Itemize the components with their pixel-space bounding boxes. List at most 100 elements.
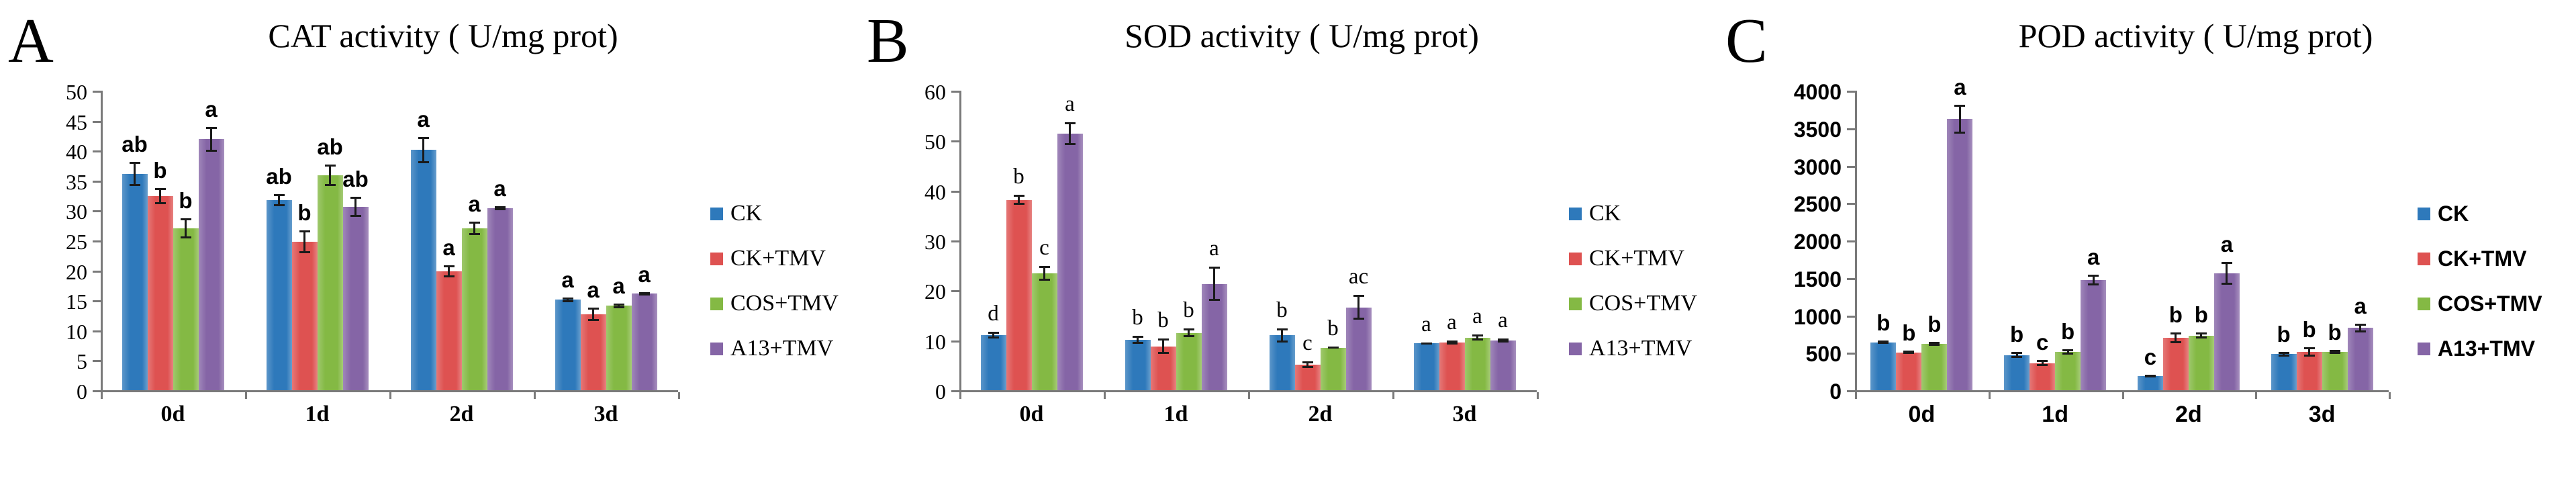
bar-highlight <box>198 139 224 390</box>
error-bar-cap-bottom <box>1353 318 1364 320</box>
error-bar-line <box>992 332 994 339</box>
y-axis-tick <box>1847 203 1855 206</box>
bar-highlight <box>2081 280 2107 390</box>
x-axis-category-label: 2d <box>1308 402 1333 426</box>
y-axis-tick <box>951 190 959 193</box>
error-bar-cap-bottom <box>1446 342 1458 345</box>
y-axis-tick-label: 60 <box>924 80 946 104</box>
x-axis-category-label: 1d <box>305 402 330 426</box>
error-bar-cap-top <box>1064 122 1076 124</box>
panel-sod-activity: B SOD activity ( U/mg prot) 0 10 20 30 40 50 6… <box>859 0 1717 499</box>
error-bar-cap-bottom <box>2011 356 2023 359</box>
y-axis-tick-label: 35 <box>66 169 87 194</box>
significance-letter: ab <box>122 132 148 157</box>
error-bar-cap-bottom <box>1472 338 1483 341</box>
significance-letter: c <box>1302 330 1313 355</box>
bar-highlight <box>555 300 581 390</box>
bar-cos-tmv-0d <box>1921 343 1948 390</box>
bar-highlight <box>1464 337 1490 390</box>
error-bar-cap-top <box>587 307 599 310</box>
y-axis-tick <box>1847 315 1855 318</box>
y-axis-tick <box>93 180 101 183</box>
bar-highlight <box>1947 119 1973 390</box>
x-axis-tick <box>1537 392 1539 399</box>
bar-cos-tmv-1d <box>317 175 343 390</box>
y-axis-tick-label: 5 <box>77 349 87 374</box>
legend-item-cos-tmv: COS+TMV <box>710 292 839 315</box>
legend-item-a13-tmv: A13+TMV <box>1569 337 1697 360</box>
error-bar-cap-bottom <box>2037 364 2048 367</box>
legend-swatch <box>710 297 723 310</box>
significance-letter: c <box>2036 330 2049 355</box>
bar-highlight <box>2055 352 2081 390</box>
panel-letter: B <box>867 6 909 76</box>
significance-letter: ab <box>342 166 369 191</box>
y-axis-tick-label: 40 <box>66 140 87 165</box>
significance-letter: b <box>2010 322 2024 347</box>
legend: CK CK+TMV COS+TMV A13+TMV <box>710 202 839 360</box>
bar-highlight <box>1320 347 1346 390</box>
significance-letter: a <box>1954 75 1966 100</box>
error-bar-line <box>592 307 594 321</box>
error-bar-line <box>2092 274 2095 286</box>
significance-letter: d <box>988 302 999 326</box>
y-axis-tick <box>1847 240 1855 242</box>
significance-letter: a <box>442 235 455 261</box>
error-bar-line <box>567 297 569 302</box>
error-bar-cap-bottom <box>2303 354 2315 357</box>
significance-letter: a <box>2220 232 2234 257</box>
significance-letter: a <box>1472 304 1482 329</box>
y-axis-tick <box>93 390 101 392</box>
y-axis-tick <box>93 150 101 153</box>
legend-swatch <box>2418 342 2430 355</box>
y-axis-tick-label: 30 <box>924 230 946 254</box>
error-bar-cap-top <box>1132 335 1143 338</box>
legend-swatch <box>1569 252 1582 265</box>
legend-swatch <box>2418 252 2430 265</box>
significance-letter: b <box>2061 319 2075 345</box>
error-bar-cap-top <box>494 206 506 209</box>
y-axis-tick-label: 3500 <box>1793 117 1842 142</box>
legend-item-ck-tmv: CK+TMV <box>2418 248 2542 269</box>
bar-ck-1d <box>2004 355 2030 390</box>
legend-swatch <box>1569 342 1582 355</box>
bar-highlight <box>147 195 173 390</box>
significance-letter: ab <box>266 164 292 189</box>
y-axis-tick <box>93 330 101 332</box>
significance-letter: a <box>205 96 218 122</box>
legend-swatch <box>2418 207 2430 220</box>
error-bar-cap-bottom <box>562 300 573 302</box>
bar-highlight <box>1490 341 1516 390</box>
legend-item-ck-tmv: CK+TMV <box>1569 247 1697 270</box>
y-axis-line <box>1855 91 1857 392</box>
y-axis-tick-label: 50 <box>66 80 87 104</box>
x-axis-category-label: 1d <box>2042 402 2068 427</box>
significance-letter: a <box>1421 312 1431 336</box>
error-bar-cap-bottom <box>1132 341 1143 344</box>
bar-highlight <box>1201 283 1227 390</box>
bar-ck-tmv-1d <box>291 241 318 390</box>
y-axis-tick <box>951 390 959 392</box>
chart-title: POD activity ( U/mg prot) <box>2018 17 2373 54</box>
significance-letter: a <box>587 277 600 302</box>
bar-a13-tmv-1d <box>1201 283 1227 390</box>
bar-cos-tmv-2d <box>1320 347 1346 390</box>
significance-letter: ac <box>1348 265 1369 289</box>
error-bar-cap-bottom <box>1276 340 1288 343</box>
error-bar-cap-top <box>1929 342 1940 345</box>
error-bar-cap-top <box>1276 328 1288 330</box>
error-bar-cap-bottom <box>1064 143 1076 146</box>
error-bar-cap-top <box>988 332 999 334</box>
legend-label: CK <box>1589 201 1621 226</box>
error-bar-cap-top <box>2088 274 2099 277</box>
significance-letter: b <box>179 187 193 213</box>
bar-a13-tmv-2d <box>2213 273 2240 390</box>
bar-ck-tmv-3d <box>2296 352 2322 390</box>
error-bar-cap-bottom <box>2144 375 2156 378</box>
error-bar-cap-bottom <box>1327 347 1339 349</box>
plot-area: 0 10 20 30 40 50 60 0d d b c a 1d b b b a 2d b c b ac 3d a a a a <box>859 0 1717 499</box>
panel-pod-activity: C POD activity ( U/mg prot) 0 500 1000 1500… <box>1717 0 2576 499</box>
error-bar-cap-bottom <box>1497 341 1509 343</box>
error-bar-line <box>159 187 161 205</box>
significance-letter: b <box>1276 298 1288 322</box>
